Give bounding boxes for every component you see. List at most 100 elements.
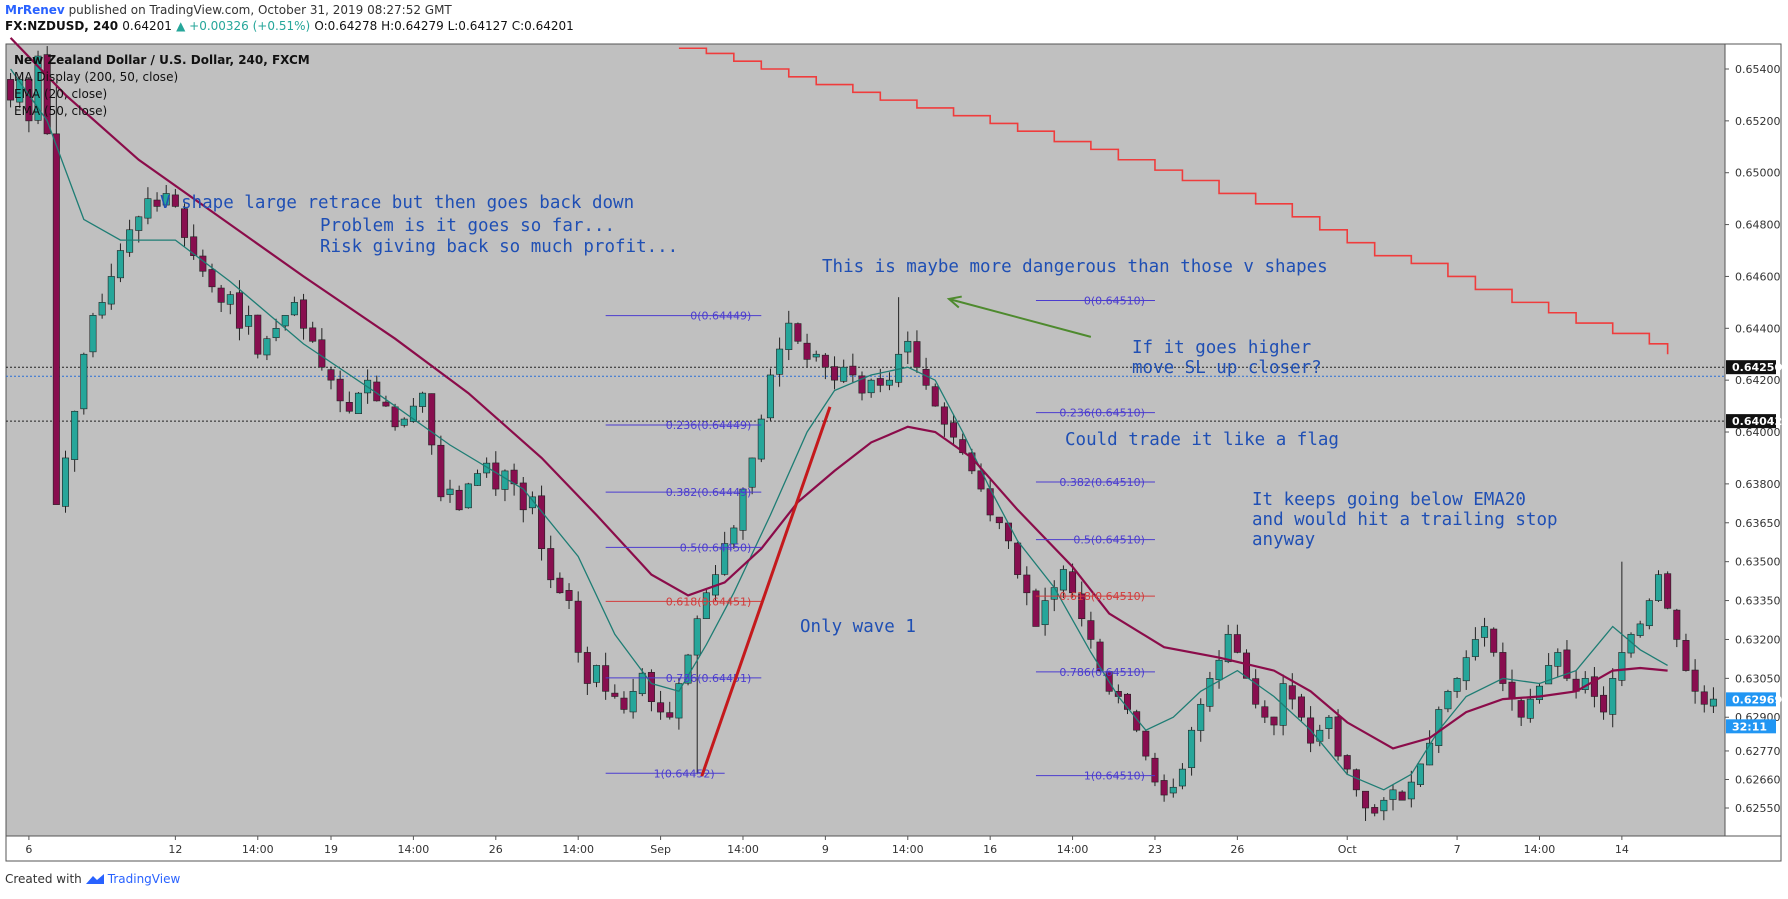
fib-level-label: 0(0.64510) bbox=[1084, 295, 1145, 308]
candle-bullish bbox=[1169, 786, 1177, 794]
y-tick-label: 0.62550 bbox=[1735, 802, 1781, 815]
candle-bullish bbox=[867, 379, 875, 394]
legend-title: New Zealand Dollar / U.S. Dollar, 240, F… bbox=[14, 53, 310, 67]
candle-bullish bbox=[98, 302, 106, 316]
candle-bullish bbox=[1609, 678, 1617, 715]
candle-bearish bbox=[1490, 628, 1498, 653]
candle-bullish bbox=[501, 470, 509, 490]
candle-bearish bbox=[254, 314, 262, 355]
y-tick-label: 0.63350 bbox=[1735, 595, 1781, 608]
candle-bearish bbox=[1664, 573, 1672, 609]
plot-background bbox=[5, 43, 1726, 837]
note-v-shape: V shape large retrace but then goes back… bbox=[160, 193, 634, 213]
fib-level-label: 0.618(0.64451) bbox=[666, 595, 752, 608]
candle-bullish bbox=[1618, 652, 1626, 681]
candle-bullish bbox=[1050, 587, 1058, 600]
candle-bearish bbox=[876, 378, 884, 386]
fib-level-label: 0.5(0.64510) bbox=[1073, 534, 1145, 547]
x-tick-label: 12 bbox=[168, 843, 182, 856]
y-tick-label: 0.64200 bbox=[1735, 374, 1781, 387]
candle-bearish bbox=[950, 422, 958, 438]
candle-bearish bbox=[153, 199, 161, 207]
candle-bearish bbox=[1233, 634, 1241, 653]
candle-bearish bbox=[620, 697, 628, 710]
note-risk: Risk giving back so much profit... bbox=[320, 237, 678, 257]
candle-bearish bbox=[455, 489, 463, 511]
fib-level-label: 0.5(0.64450) bbox=[680, 541, 752, 554]
candle-bullish bbox=[721, 543, 729, 575]
author-name[interactable]: MrRenev bbox=[5, 3, 65, 17]
footer: Created with TradingView bbox=[5, 872, 180, 886]
arrow-head-icon bbox=[946, 295, 962, 309]
fib-level-label: 0.382(0.64449) bbox=[666, 486, 752, 499]
candle-bullish bbox=[592, 665, 601, 683]
candle-bearish bbox=[1069, 571, 1077, 594]
candle-bullish bbox=[730, 527, 738, 545]
candle-bearish bbox=[1398, 791, 1406, 801]
y-tick-label: 0.65200 bbox=[1735, 115, 1781, 128]
candle-bullish bbox=[1197, 703, 1205, 731]
x-tick-label: 16 bbox=[983, 843, 997, 856]
candle-bullish bbox=[473, 473, 481, 486]
publish-text: published on TradingView.com, October 31… bbox=[64, 3, 452, 17]
candle-bearish bbox=[849, 365, 857, 376]
brand-link[interactable]: TradingView bbox=[107, 872, 181, 886]
candle-bullish bbox=[1316, 729, 1324, 742]
y-tick-label: 0.64600 bbox=[1735, 270, 1781, 283]
candle-bullish bbox=[162, 193, 170, 206]
candle-bearish bbox=[300, 299, 308, 329]
x-tick-label: 26 bbox=[489, 843, 503, 856]
candle-bearish bbox=[1691, 669, 1699, 692]
candle-bearish bbox=[995, 516, 1003, 524]
candle-bullish bbox=[1645, 600, 1653, 627]
candle-bearish bbox=[1142, 730, 1150, 757]
candle-bearish bbox=[858, 375, 866, 394]
candle-bullish bbox=[281, 315, 289, 327]
candle-bearish bbox=[959, 439, 967, 454]
candle-bullish bbox=[1325, 716, 1333, 730]
candle-bearish bbox=[1362, 790, 1370, 809]
candle-bullish bbox=[785, 322, 793, 350]
symbol-info: FX:NZDUSD, 240 0.64201 ▲ +0.00326 (+0.51… bbox=[5, 19, 574, 34]
candle-bullish bbox=[739, 488, 747, 531]
candle-bearish bbox=[611, 692, 619, 697]
y-tick-label: 0.63500 bbox=[1735, 556, 1781, 569]
candle-bullish bbox=[1059, 569, 1067, 591]
fib-level-label: 0.382(0.64510) bbox=[1059, 476, 1145, 489]
fib-level-label: 0.786(0.64451) bbox=[666, 672, 752, 685]
candle-bullish bbox=[354, 392, 362, 414]
candle-bearish bbox=[1499, 652, 1507, 684]
x-tick-label: 14:00 bbox=[1524, 843, 1556, 856]
candle-bearish bbox=[1123, 693, 1132, 710]
candle-bullish bbox=[840, 366, 848, 382]
candle-bearish bbox=[7, 79, 15, 101]
candle-bearish bbox=[1032, 590, 1040, 627]
candle-bullish bbox=[126, 229, 134, 253]
y-tick-label: 0.64000 bbox=[1735, 426, 1781, 439]
candle-bullish bbox=[89, 315, 97, 353]
candle-bearish bbox=[940, 406, 948, 425]
candle-bullish bbox=[62, 457, 70, 507]
candle-bearish bbox=[647, 672, 655, 702]
candle-bullish bbox=[1627, 633, 1635, 654]
legend-ma: MA Display (200, 50, close) bbox=[14, 70, 178, 84]
candle-bearish bbox=[1334, 716, 1342, 757]
publish-info: MrRenev published on TradingView.com, Oc… bbox=[5, 3, 452, 18]
candle-bullish bbox=[1215, 659, 1223, 681]
candle-bullish bbox=[1535, 685, 1543, 700]
candle-bullish bbox=[1416, 763, 1424, 785]
x-tick-label: 14:00 bbox=[242, 843, 274, 856]
candle-bearish bbox=[583, 652, 591, 684]
x-tick-label: Sep bbox=[650, 843, 671, 856]
candle-bullish bbox=[1041, 600, 1049, 626]
y-tick-label: 0.65400 bbox=[1735, 63, 1781, 76]
candle-bearish bbox=[1600, 694, 1608, 713]
y-tick-label: 0.63200 bbox=[1735, 633, 1781, 646]
y-tick-label: 0.65000 bbox=[1735, 167, 1781, 180]
candle-bearish bbox=[1343, 755, 1351, 770]
candle-bullish bbox=[1709, 698, 1717, 707]
candle-bullish bbox=[638, 672, 646, 695]
candle-bearish bbox=[336, 378, 344, 402]
candle-bullish bbox=[1206, 678, 1214, 707]
